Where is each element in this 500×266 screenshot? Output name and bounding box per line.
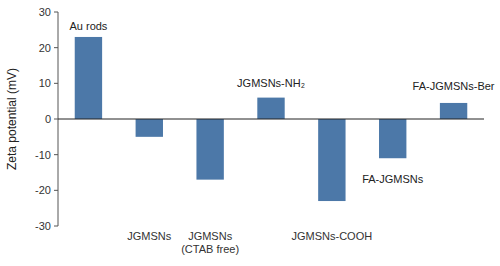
y-tick-label: -30 [35, 220, 51, 232]
bar [440, 103, 467, 119]
annotation: Au rods [69, 20, 107, 32]
bar [136, 119, 163, 137]
y-tick-label: 20 [39, 42, 51, 54]
y-tick [54, 190, 58, 191]
x-tick-label: JGMSNs [127, 230, 172, 242]
y-tick-label: -10 [35, 149, 51, 161]
y-tick-label: 10 [39, 77, 51, 89]
bar [318, 119, 345, 201]
chart: -30 -20 -10 0 10 20 30 Zeta potential (mV) JGMSN… [0, 0, 500, 266]
y-tick-label: 0 [45, 113, 51, 125]
y-tick [54, 226, 58, 227]
x-tick-label: JGMSNs(CTAB free) [181, 230, 239, 255]
x-tick-label: JGMSNs-COOH [292, 230, 373, 242]
y-tick [54, 12, 58, 13]
bar [75, 37, 102, 119]
y-tick-label: -20 [35, 184, 51, 196]
y-tick [54, 119, 58, 120]
zero-line [58, 119, 484, 120]
annotation: FA-JGMSNs [362, 173, 424, 185]
y-tick [54, 47, 58, 48]
y-tick-label: 30 [39, 6, 51, 18]
y-tick [54, 83, 58, 84]
annotation: FA-JGMSNs-Ber [413, 80, 495, 92]
bar [257, 98, 284, 119]
y-tick [54, 154, 58, 155]
bar [196, 119, 223, 180]
annotation: JGMSNs-NH₂ [237, 77, 305, 89]
y-axis-label: Zeta potential (mV) [5, 68, 19, 170]
bar [379, 119, 406, 158]
